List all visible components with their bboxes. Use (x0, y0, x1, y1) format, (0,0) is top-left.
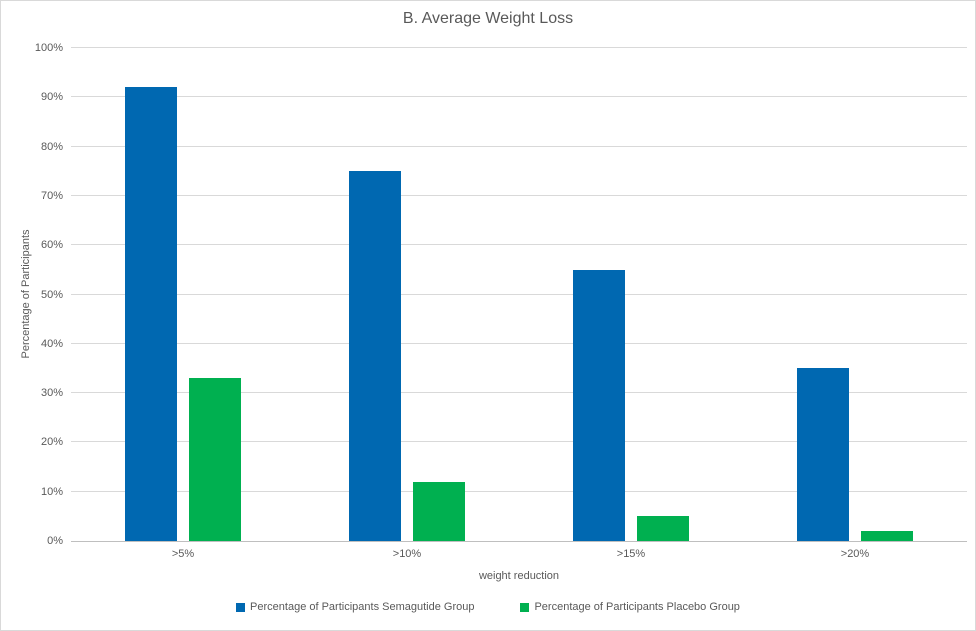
x-axis-title: weight reduction (478, 570, 560, 582)
gridline (71, 96, 967, 98)
y-tick-label: 80% (40, 140, 63, 153)
bar-group (295, 48, 519, 541)
y-tick-label: 10% (40, 485, 63, 498)
y-tick-label: 0% (47, 535, 63, 547)
y-tick-label: 100% (34, 42, 63, 54)
legend-item: Percentage of Participants Semagutide Gr… (236, 601, 474, 613)
y-tick-label: 30% (40, 387, 63, 400)
x-tick-label: >10% (392, 548, 422, 560)
bar (861, 531, 913, 541)
gridline (71, 392, 967, 394)
bar-group (71, 48, 295, 541)
gridline (71, 490, 967, 492)
x-tick-label: >20% (840, 548, 870, 560)
legend-label: Percentage of Participants Placebo Group (534, 601, 740, 613)
gridline (71, 145, 967, 147)
bar (189, 378, 241, 541)
chart-title: B. Average Weight Loss (402, 10, 574, 27)
legend-swatch-icon (236, 602, 246, 612)
legend: Percentage of Participants Semagutide Gr… (1, 601, 975, 613)
gridline (71, 194, 967, 196)
bar (349, 171, 401, 541)
bar (573, 269, 625, 541)
bar-group (743, 48, 967, 541)
legend-swatch-icon (520, 602, 530, 612)
y-tick-label: 50% (40, 288, 63, 301)
legend-label: Percentage of Participants Semagutide Gr… (250, 601, 475, 613)
y-axis: 0% 10% 20% 30% 40% 50% 60% 70% 80% 90% 100% (1, 42, 63, 547)
legend-item: Percentage of Participants Placebo Group (520, 601, 740, 613)
bar (413, 481, 465, 541)
x-tick-label: >15% (616, 548, 646, 560)
y-tick-label: 40% (40, 337, 63, 350)
gridline (71, 293, 967, 295)
gridline (71, 47, 967, 48)
bar (637, 516, 689, 541)
gridline (71, 441, 967, 443)
x-tick-label: >5% (171, 548, 195, 560)
x-axis: >5% >10% >15% >20% (71, 548, 967, 564)
bar-group (519, 48, 743, 541)
bar (797, 368, 849, 541)
y-tick-label: 70% (40, 189, 63, 202)
bar (125, 87, 177, 541)
y-tick-label: 60% (40, 239, 63, 252)
y-tick-label: 20% (40, 436, 63, 449)
gridline (71, 342, 967, 344)
gridline (71, 244, 967, 246)
y-tick-label: 90% (40, 91, 63, 104)
plot-area (71, 47, 967, 542)
